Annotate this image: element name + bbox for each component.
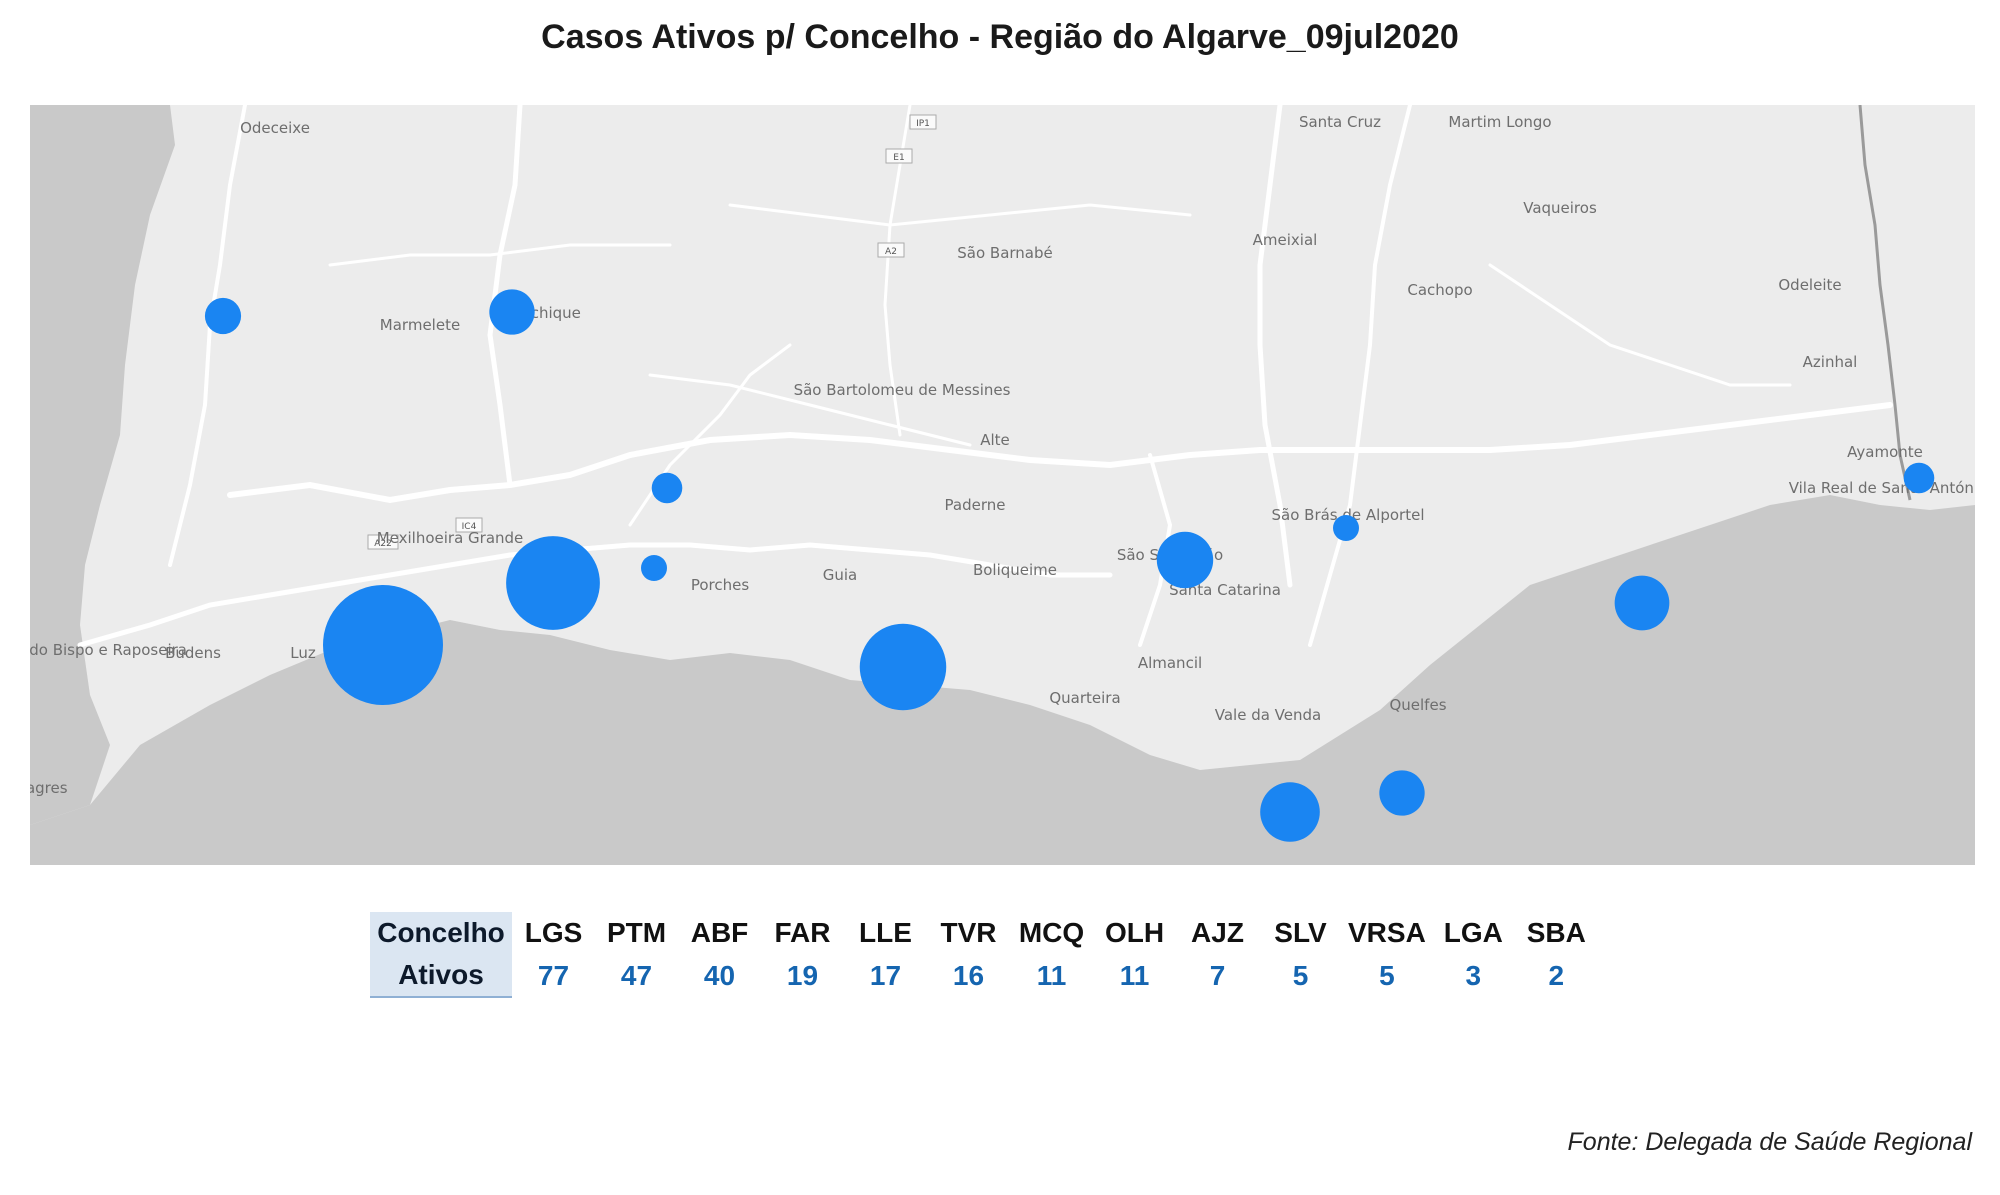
concelho-vrsa: VRSA: [1348, 917, 1426, 948]
ativos-ajz: 7: [1209, 959, 1226, 991]
place-label: Sagres: [30, 779, 68, 797]
case-bubble-far[interactable]: [1260, 782, 1320, 842]
concelho-lgs: LGS: [524, 917, 583, 948]
case-bubble-lga[interactable]: [641, 555, 667, 581]
case-bubble-tvr[interactable]: [1614, 575, 1670, 631]
concelho-olh: OLH: [1104, 917, 1165, 948]
concelho-mcq: MCQ: [1018, 917, 1085, 948]
ativos-ptm: 47: [620, 959, 653, 991]
case-bubble-mcq[interactable]: [489, 289, 535, 335]
case-bubble-vrsa[interactable]: [1903, 462, 1935, 494]
ativos-lgs: 77: [537, 959, 570, 991]
place-label: Ameixial: [1253, 231, 1318, 249]
place-label: Paderne: [945, 496, 1006, 514]
shield-a2: A2: [885, 247, 897, 257]
place-label: Budens: [165, 644, 221, 662]
case-bubbles: [204, 289, 1935, 842]
ativos-lle: 17: [869, 959, 902, 991]
concelho-ajz: AJZ: [1191, 917, 1244, 948]
concelho-ptm: PTM: [606, 917, 667, 948]
place-label: Odeleite: [1778, 276, 1841, 294]
concelho-abf: ABF: [690, 917, 749, 948]
case-bubble-olh[interactable]: [1379, 770, 1425, 816]
ativos-slv: 5: [1292, 959, 1309, 991]
ativos-mcq: 11: [1036, 959, 1067, 991]
ocean-west: [30, 105, 175, 825]
ativos-vrsa: 5: [1379, 959, 1395, 991]
ativos-lga: 3: [1465, 959, 1482, 991]
concelho-slv: SLV: [1274, 917, 1327, 948]
ativos-header: Ativos: [370, 954, 512, 998]
concelho-far: FAR: [774, 917, 831, 948]
concelho-header: Concelho: [370, 912, 512, 954]
place-label: Santa Catarina: [1169, 581, 1281, 599]
place-label: São Brás de Alportel: [1272, 506, 1425, 524]
map-title: Casos Ativos p/ Concelho - Região do Alg…: [541, 18, 1459, 56]
ativos-olh: 11: [1119, 959, 1150, 991]
concelho-row: Concelho LGS PTM ABF FAR LLE TVR MCQ OLH AJZ SLV V…: [370, 912, 1598, 954]
place-label: Vila do Bispo e Raposeira: [30, 641, 187, 659]
shield-ic4: IC4: [462, 522, 477, 532]
place-label: Guia: [823, 566, 858, 584]
place-label: Odeceixe: [240, 119, 310, 137]
place-label: Marmelete: [380, 316, 460, 334]
place-label: Cachopo: [1407, 281, 1472, 299]
case-bubble-ptm[interactable]: [506, 536, 600, 630]
place-label: Azinhal: [1803, 353, 1858, 371]
case-bubble-ajz[interactable]: [204, 297, 242, 335]
case-bubble-lgs[interactable]: [323, 585, 443, 705]
shield-a22: A22: [374, 539, 392, 549]
place-label: Martim Longo: [1448, 113, 1551, 131]
ativos-row: Ativos 77 47 40 19 17 16 11 11 7 5 5 3 2: [370, 954, 1598, 998]
road-shields: IP1 E1 A2 A22 IC4: [367, 114, 937, 550]
concelho-lle: LLE: [859, 917, 912, 948]
place-label: Vila Real de Santo António: [1789, 479, 1975, 497]
case-bubble-sba[interactable]: [1333, 515, 1359, 541]
place-label: Almancil: [1138, 654, 1202, 672]
source-note: Fonte: Delegada de Saúde Regional: [1567, 1128, 1972, 1156]
shield-ip1: IP1: [916, 119, 930, 129]
ocean-south: [30, 495, 1975, 865]
place-label: Ayamonte: [1847, 443, 1923, 461]
ativos-tvr: 16: [952, 959, 985, 991]
concelho-sba: SBA: [1526, 917, 1586, 948]
place-label: Boliqueime: [973, 561, 1057, 579]
map-panel[interactable]: IP1 E1 A2 A22 IC4 Odeceixe Marmelete Monch…: [30, 105, 1975, 865]
place-label: São Bartolomeu de Messines: [794, 381, 1011, 399]
place-label: Porches: [691, 576, 750, 594]
cases-table: Concelho LGS PTM ABF FAR LLE TVR MCQ OLH AJZ SLV V…: [370, 912, 1598, 998]
ativos-far: 19: [786, 959, 819, 991]
place-label: Quelfes: [1389, 696, 1446, 714]
case-bubble-abf[interactable]: [859, 623, 947, 711]
place-label: Luz: [290, 644, 316, 662]
place-label: Vale da Venda: [1215, 706, 1321, 724]
case-bubble-slv[interactable]: [651, 472, 683, 504]
place-label: São Barnabé: [957, 244, 1053, 262]
ativos-sba: 2: [1548, 959, 1565, 991]
ativos-abf: 40: [703, 959, 736, 991]
algarve-map[interactable]: IP1 E1 A2 A22 IC4 OdeceixeMarmeleteMonch…: [30, 105, 1975, 865]
case-bubble-lle[interactable]: [1156, 531, 1214, 589]
guadiana-river: [1858, 105, 1912, 501]
concelho-tvr: TVR: [940, 917, 997, 948]
concelho-lga: LGA: [1443, 917, 1503, 948]
shield-e1: E1: [893, 153, 904, 163]
place-label: Mexilhoeira Grande: [377, 529, 524, 547]
road-network: [77, 105, 1893, 648]
place-label: Quarteira: [1049, 689, 1120, 707]
place-label: Alte: [980, 431, 1010, 449]
place-label: Vaqueiros: [1523, 199, 1597, 217]
place-label: Santa Cruz: [1299, 113, 1381, 131]
